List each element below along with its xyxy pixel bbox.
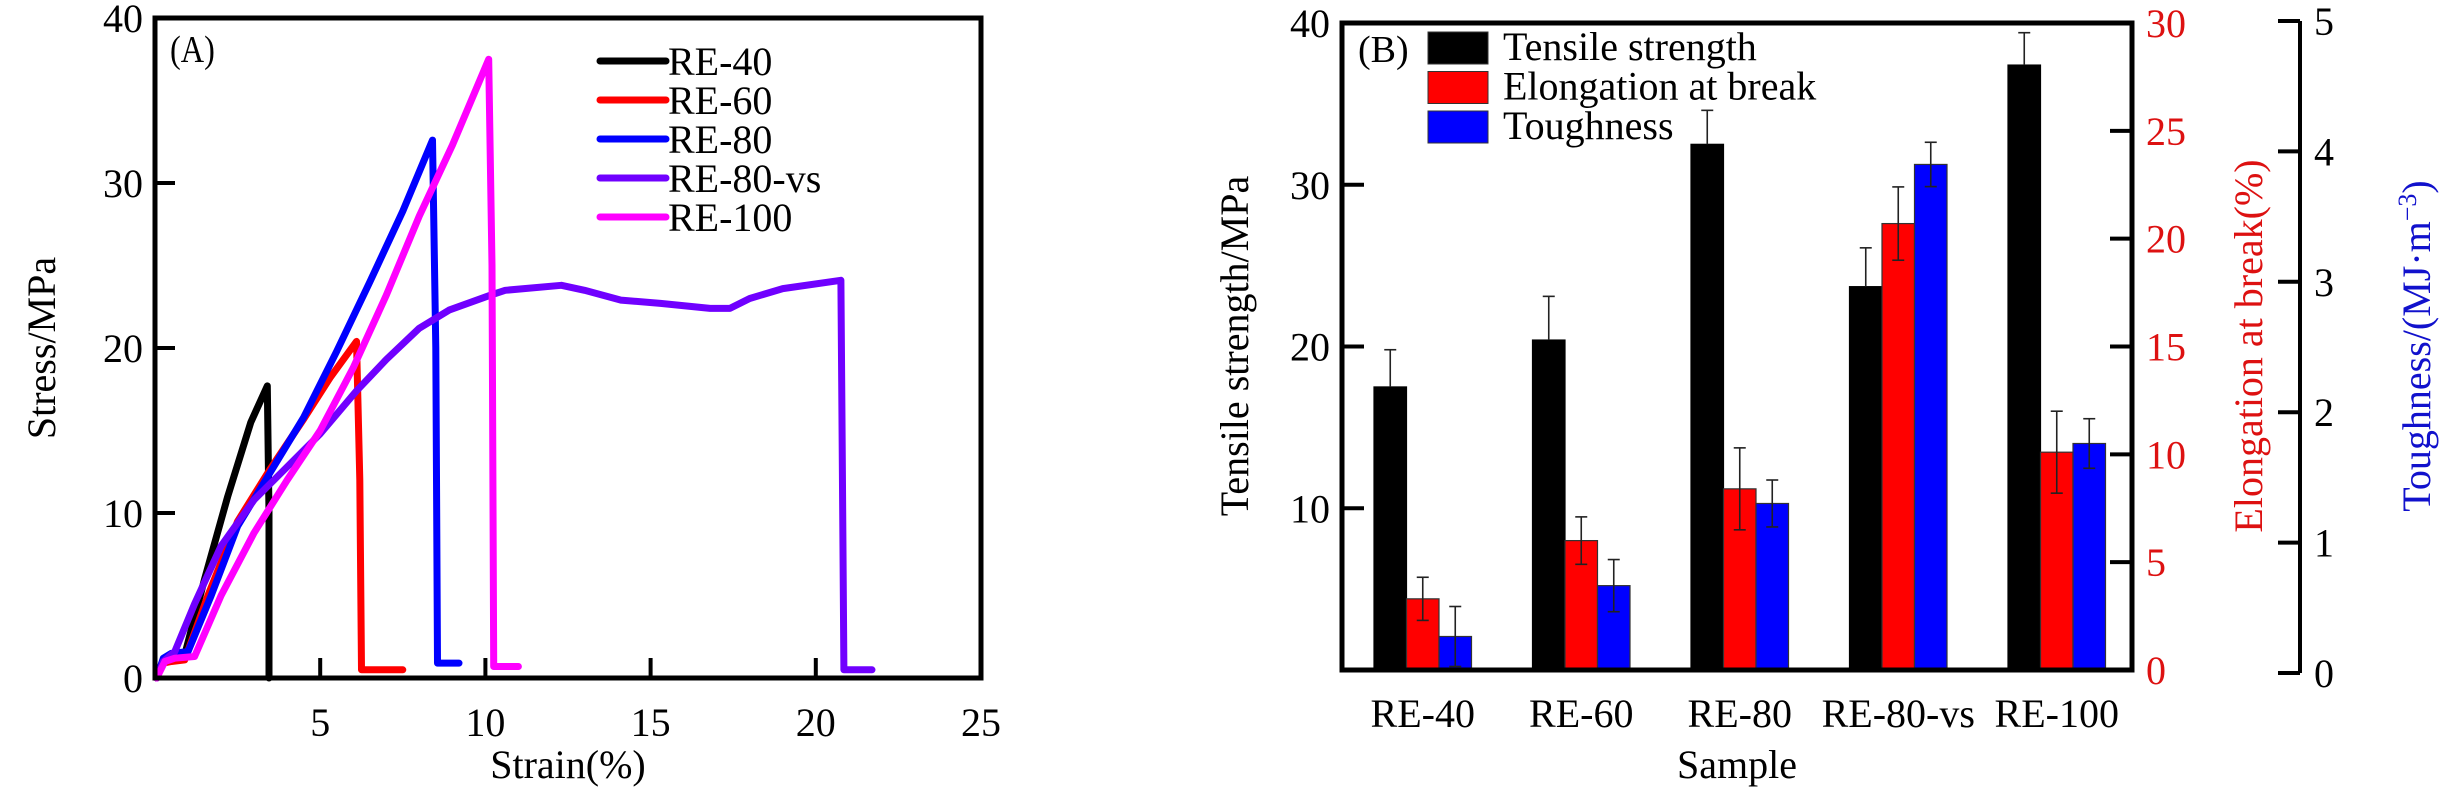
a-legend-label: RE-60 (668, 78, 772, 123)
a-x-tick-label: 20 (796, 700, 836, 745)
b-left-tick-label: 40 (1290, 1, 1330, 46)
a-x-tick-label: 5 (310, 700, 330, 745)
b-category-label: RE-80 (1688, 691, 1792, 736)
b-error-bar (2018, 31, 2031, 66)
a-y-axis-title: Stress/MPa (19, 257, 64, 439)
b-right-tick-label: 15 (2146, 325, 2186, 370)
b-left-axis-title: Tensile strength/MPa (1212, 176, 1257, 517)
b-right-tick-label: 30 (2146, 1, 2186, 46)
b-left-tick-label: 10 (1290, 486, 1330, 531)
b-legend-swatch (1427, 71, 1489, 104)
a-x-axis-title: Strain(%) (490, 742, 646, 787)
b-legend-swatch (1427, 110, 1489, 144)
b-toughness-tick-label: 4 (2314, 129, 2334, 174)
b-error-bar (1733, 447, 1746, 531)
b-right-axis-title: Elongation at break(%) (2226, 159, 2271, 532)
b-right-tick-label: 5 (2146, 540, 2166, 585)
b-category-labels: RE-40 RE-60 RE-80 RE-80-vs RE-100 (1371, 691, 2119, 736)
toughness-title-suffix: ) (2394, 180, 2439, 193)
b-right-ticks: 0 5 10 15 20 25 30 (2110, 1, 2186, 693)
b-bar-toughness (1755, 502, 1790, 671)
a-x-tick-label: 10 (465, 700, 505, 745)
b-bar-tensile-strength (2007, 64, 2042, 671)
a-series-line-re-60 (153, 337, 407, 682)
b-x-axis-title: Sample (1677, 742, 1797, 787)
b-category-label: RE-100 (1995, 691, 2119, 736)
toughness-title-sup: −3 (2393, 194, 2422, 222)
b-right-tick-label: 20 (2146, 217, 2186, 262)
b-panel-label: (B) (1358, 29, 1409, 71)
b-error-bar (2083, 417, 2096, 470)
b-category-label: RE-80-vs (1822, 691, 1975, 736)
b-toughness-tick-label: 1 (2314, 521, 2334, 566)
b-error-bar (1449, 605, 1462, 668)
b-error-bar (1607, 558, 1620, 613)
b-toughness-tick-label: 3 (2314, 260, 2334, 305)
a-plot-frame (152, 15, 984, 681)
b-toughness-tick-label: 5 (2314, 0, 2334, 44)
b-error-bar (1575, 516, 1588, 566)
toughness-title-prefix: Toughness/(MJ·m (2394, 221, 2439, 512)
b-bar-tensile-strength (1848, 286, 1883, 671)
b-right-tick-label: 10 (2146, 432, 2186, 477)
a-x-ticks: 5 10 15 20 25 (310, 658, 1001, 745)
b-error-bar (1924, 141, 1937, 188)
a-y-tick-label: 0 (123, 656, 143, 701)
b-legend-swatch (1427, 31, 1489, 65)
b-error-bar (1416, 576, 1429, 622)
b-bars (1373, 31, 2107, 671)
a-legend-label: RE-40 (668, 39, 772, 84)
a-y-tick-label: 40 (103, 0, 143, 41)
b-bar-toughness (2072, 442, 2107, 671)
a-series-line-re-100 (153, 55, 522, 682)
a-y-tick-label: 30 (103, 161, 143, 206)
b-legend-label: Elongation at break (1503, 64, 1816, 109)
b-bar-tensile-strength (1373, 386, 1408, 671)
b-error-bar (1892, 186, 1905, 262)
b-left-tick-label: 20 (1290, 325, 1330, 370)
b-error-bar (1542, 295, 1555, 341)
a-legend-label: RE-100 (668, 195, 792, 240)
b-category-label: RE-40 (1371, 691, 1475, 736)
b-bar-elongation-at-break (1881, 222, 1916, 671)
b-category-label: RE-60 (1529, 691, 1633, 736)
b-error-bar (2050, 410, 2063, 494)
b-bar-tensile-strength (1531, 339, 1566, 671)
b-legend-label: Toughness (1503, 103, 1674, 148)
b-error-bar (1766, 479, 1779, 528)
b-legend-label: Tensile strength (1503, 24, 1757, 69)
b-right-tick-label: 25 (2146, 109, 2186, 154)
b-toughness-axis-title: Toughness/(MJ·m−3) (2393, 180, 2439, 512)
b-toughness-tick-label: 0 (2314, 651, 2334, 696)
a-curves (153, 55, 876, 682)
a-legend-label: RE-80 (668, 117, 772, 162)
a-legend-label: RE-80-vs (668, 156, 821, 201)
a-x-tick-label: 25 (961, 700, 1001, 745)
b-toughness-tick-label: 2 (2314, 390, 2334, 435)
b-error-bar (1859, 247, 1872, 287)
b-left-tick-label: 30 (1290, 163, 1330, 208)
b-right-tick-label: 0 (2146, 648, 2166, 693)
a-y-tick-label: 20 (103, 326, 143, 371)
b-toughness-ticks: 0 1 2 3 4 5 (2278, 0, 2334, 696)
a-x-tick-label: 15 (631, 700, 671, 745)
b-bar-toughness (1913, 163, 1948, 671)
b-bar-tensile-strength (1690, 143, 1725, 671)
b-error-bar (1701, 109, 1714, 145)
panel-a-stress-strain: 5 10 15 20 25 0 10 20 30 40 (A) Strain(%) Stress… (19, 0, 1001, 787)
a-series-line-re-80-vs (153, 276, 876, 682)
a-panel-label: (A) (170, 29, 215, 71)
a-y-ticks: 0 10 20 30 40 (103, 0, 175, 701)
b-error-bar (1384, 348, 1397, 387)
b-left-ticks: 10 20 30 40 (1290, 1, 1364, 531)
a-y-tick-label: 10 (103, 491, 143, 536)
